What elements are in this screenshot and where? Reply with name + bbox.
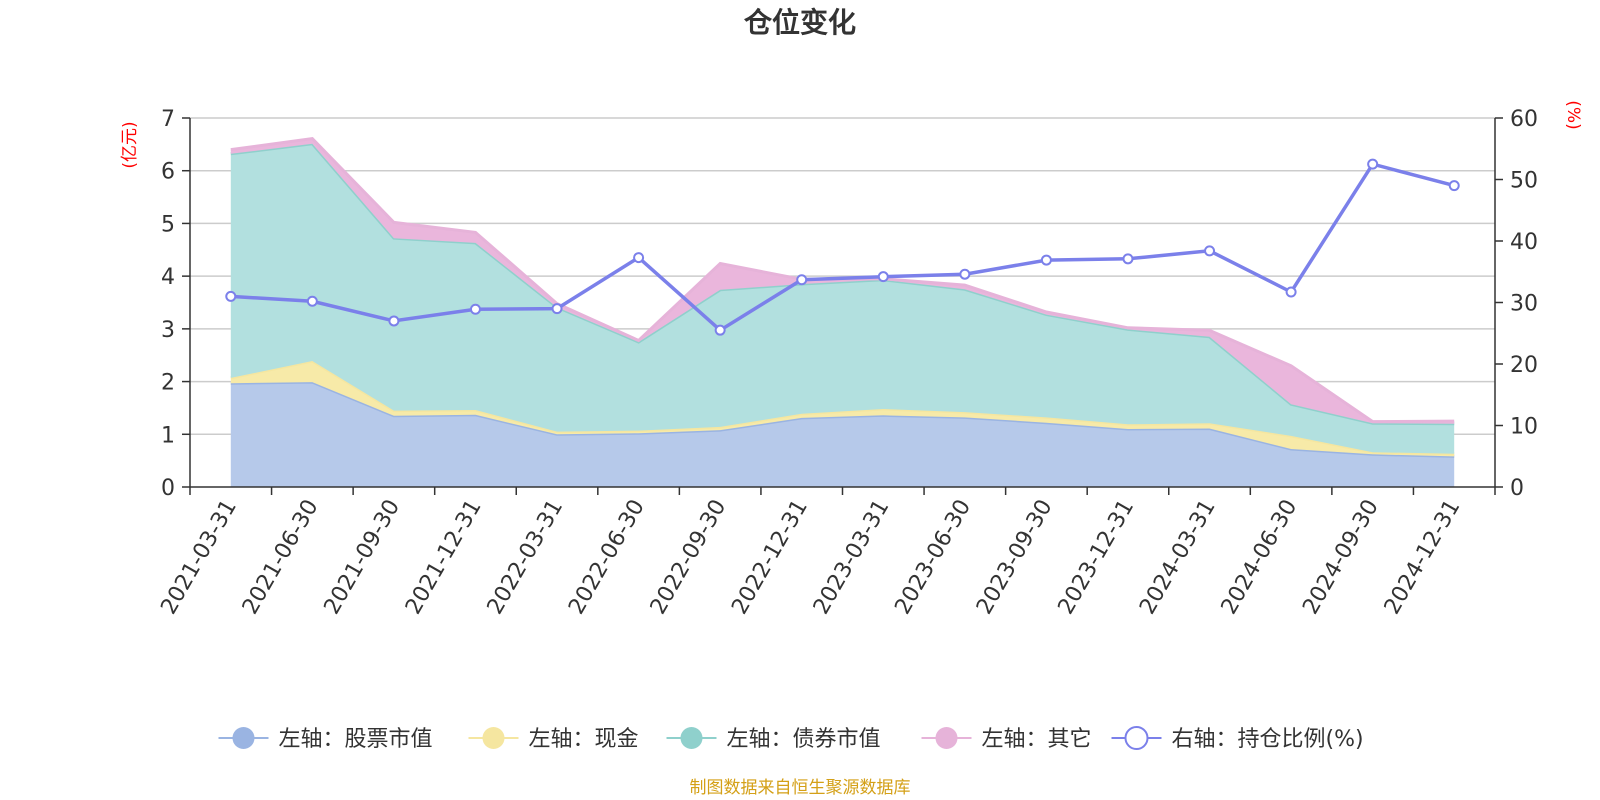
right-tick-label: 10 [1510,415,1538,440]
ratio-point [959,268,971,280]
legend-item[interactable]: 左轴：股票市值 [218,727,433,752]
legend-marker [482,727,505,749]
legend-marker [935,727,958,749]
area-series-3 [230,143,1455,454]
legend-marker [680,727,703,749]
ratio-point [306,295,318,307]
legend-marker [232,727,255,749]
left-tick-label: 0 [161,476,175,501]
ratio-point [388,315,400,327]
right-axis-unit: (%) [1563,100,1583,129]
left-tick-label: 6 [161,160,175,185]
ratio-point [551,303,563,315]
right-tick-label: 20 [1510,353,1538,378]
ratio-point [1367,158,1379,170]
x-tick-label: 2024-03-31 [1135,496,1221,619]
x-tick-label: 2021-03-31 [156,496,242,619]
x-tick-label: 2022-09-30 [646,496,732,619]
x-tick-label: 2024-12-31 [1380,496,1466,619]
x-tick-label: 2023-06-30 [890,496,976,619]
x-tick-label: 2023-09-30 [972,496,1058,619]
ratio-point [1448,180,1460,192]
left-axis-unit: (亿元) [120,121,140,168]
x-tick-label: 2022-03-31 [483,496,569,619]
ratio-point [633,252,645,264]
legend-label: 左轴：债券市值 [727,727,881,752]
left-tick-label: 7 [161,107,175,132]
data-source-note: 制图数据来自恒生聚源数据库 [690,778,911,798]
ratio-point [796,274,808,286]
x-tick-label: 2022-12-31 [727,496,813,619]
legend-label: 右轴：持仓比例(%) [1172,727,1364,752]
right-tick-label: 40 [1510,230,1538,255]
legend-label: 左轴：股票市值 [279,727,433,752]
right-tick-label: 30 [1510,292,1538,317]
ratio-point [225,290,237,302]
x-tick-label: 2024-09-30 [1298,496,1384,619]
legend: 左轴：股票市值 左轴：现金 左轴：债券市值 左轴：其它 右轴：持仓比例(%) [218,726,1364,752]
legend-label: 左轴：现金 [529,727,639,752]
left-tick-label: 4 [161,265,175,290]
right-tick-label: 0 [1510,476,1524,501]
left-tick-label: 1 [161,423,175,448]
right-tick-label: 50 [1510,169,1538,194]
legend-marker [1124,726,1149,750]
legend-label: 左轴：其它 [982,727,1092,752]
x-tick-label: 2022-06-30 [564,496,650,619]
ratio-line-path [230,162,1455,333]
left-tick-label: 2 [161,371,175,396]
left-tick-label: 5 [161,212,175,237]
chart-title: 仓位变化 [744,6,856,39]
area-series-2 [230,361,1455,457]
stacked-areas [230,137,1455,487]
legend-item[interactable]: 左轴：其它 [921,727,1092,752]
ratio-line [225,158,1460,336]
x-tick-label: 2023-12-31 [1054,496,1140,619]
ratio-point [1204,245,1216,257]
right-tick-label: 60 [1510,107,1538,132]
x-tick-label: 2021-12-31 [401,496,487,619]
x-tick-label: 2021-06-30 [238,496,324,619]
ratio-point [1285,286,1297,298]
ratio-point [469,303,481,315]
area-series-4 [230,138,1455,424]
ratio-point [1122,253,1134,265]
legend-item[interactable]: 左轴：债券市值 [666,727,881,752]
area-series-1 [230,382,1455,487]
ratio-point [714,324,726,336]
x-tick-label: 2023-03-31 [809,496,895,619]
left-tick-label: 3 [161,318,175,343]
ratio-point [877,271,889,283]
legend-item[interactable]: 右轴：持仓比例(%) [1111,726,1364,752]
x-tick-label: 2024-06-30 [1217,496,1303,619]
ratio-point [1040,254,1052,266]
x-tick-label: 2021-09-30 [320,496,406,619]
legend-item[interactable]: 左轴：现金 [468,727,639,752]
